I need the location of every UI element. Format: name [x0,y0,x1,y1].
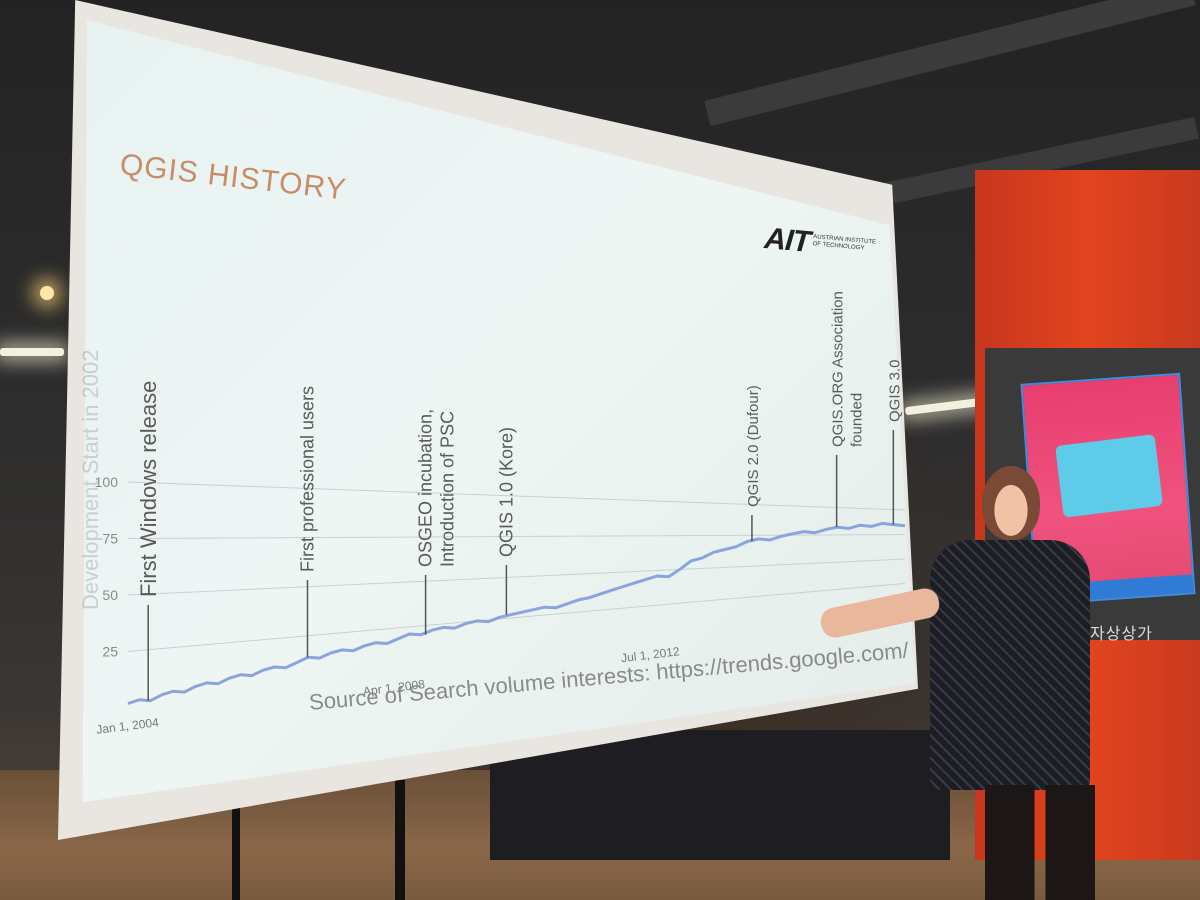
y-tick-label: 75 [102,531,118,547]
annotation-label: QGIS 1.0 (Kore) [496,427,516,557]
gridline [127,558,906,596]
trend-line [127,521,906,705]
annotation-label: QGIS 2.0 (Dufour) [745,385,762,507]
annotation-label-line2: Introduction of PSC [438,411,458,567]
annotation-label: QGIS 3.0 [886,359,903,422]
speaker-head [982,466,1040,540]
screen-stand [232,800,240,900]
annotation-label: First professional users [297,386,317,572]
ceiling-light [0,348,64,356]
pillar-sign-text: 자상상가 [1090,626,1153,643]
speaker-body [930,540,1090,790]
gridline [127,481,906,511]
screen-stand [395,780,405,900]
gridline [127,583,906,652]
annotation-label: OSGEO incubation, [416,409,436,567]
gridline [127,534,906,539]
annotation-label: First Windows release [136,381,161,597]
cabinet [490,730,950,860]
annotation-label: QGIS.ORG Association [830,291,847,447]
y-tick-label: 25 [102,644,118,660]
annotation-label-line2: founded [849,393,866,447]
speaker-legs [985,785,1095,900]
y-tick-label: 100 [95,474,119,490]
spotlight [40,286,54,300]
x-tick-label: Jan 1, 2004 [96,715,160,737]
y-tick-label: 50 [102,587,118,603]
